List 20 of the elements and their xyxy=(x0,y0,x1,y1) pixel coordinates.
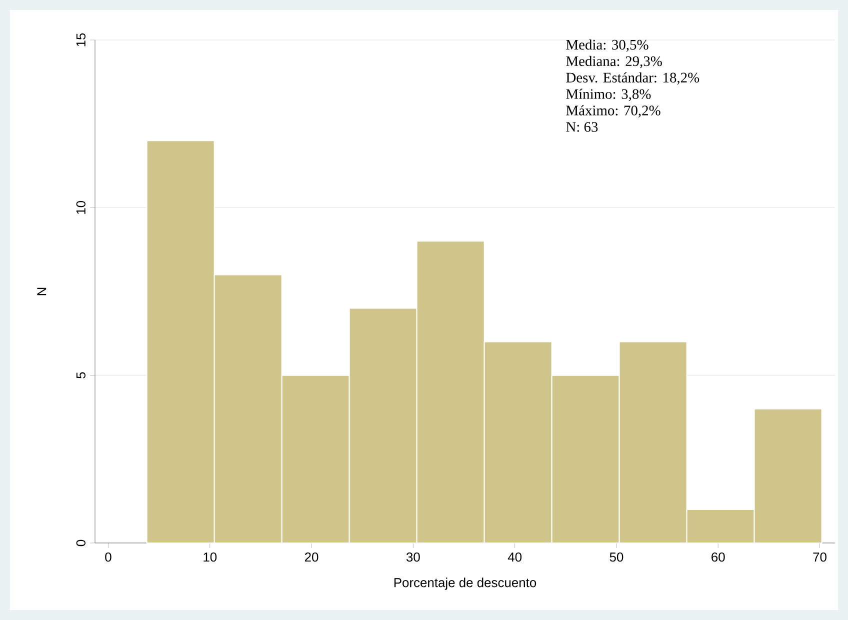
y-tick-label: 15 xyxy=(76,33,86,46)
x-tick-label: 20 xyxy=(304,552,318,562)
y-axis-title: N xyxy=(37,288,46,296)
y-tick-label: 5 xyxy=(76,372,86,378)
x-tick-label: 40 xyxy=(508,552,522,562)
y-tick-label: 10 xyxy=(76,200,86,214)
x-tick-label: 60 xyxy=(712,552,725,562)
x-tick-label: 70 xyxy=(813,552,826,562)
x-tick-label: 50 xyxy=(610,552,624,562)
x-tick-label: 30 xyxy=(406,552,420,562)
annotation: Mínimo: 3,8% xyxy=(566,88,651,102)
annotation: Máximo: 70,2% xyxy=(566,105,660,118)
x-tick-label: 0 xyxy=(105,552,112,562)
x-tick-label: 10 xyxy=(204,552,217,562)
x-axis-title: Porcentaje de descuento xyxy=(394,578,536,590)
annotation: N: 63 xyxy=(566,122,598,132)
y-tick-label: 0 xyxy=(76,540,86,546)
annotation: Mediana: 29,3% xyxy=(566,56,662,68)
annotation: Media: 30,5% xyxy=(566,39,648,52)
annotation: Desv. Estándar: 18,2% xyxy=(566,72,700,85)
